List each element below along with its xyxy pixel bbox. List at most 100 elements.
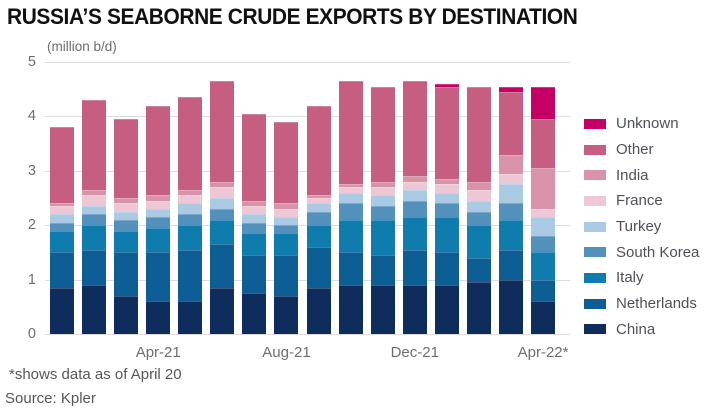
bar-segment-italy [82,225,107,250]
bar-segment-france [114,203,139,212]
bar-segment-other [210,81,235,182]
y-tick-label-1: 1 [27,271,36,288]
bar-segment-china [338,285,363,334]
bar-segment-china [114,295,139,334]
bar-segment-turkey [210,198,235,209]
bar-Mar-22 [498,86,523,334]
legend-label: South Korea [616,243,700,261]
bar-segment-netherlands [242,255,267,294]
bar-segment-netherlands [402,249,427,286]
legend-item-france: France [584,188,699,214]
legend-swatch-icon [584,170,606,181]
footnote: *shows data as of April 20 [9,366,182,383]
bar-segment-china [274,295,299,334]
bar-segment-netherlands [178,249,203,302]
bar-segment-south-korea [146,217,171,228]
bar-segment-china [466,282,491,334]
bar-segment-italy [434,217,459,253]
legend-label: Netherlands [616,295,697,313]
legend-label: Turkey [616,218,662,236]
bar-segment-netherlands [466,257,491,283]
bar-Jul-21 [242,113,267,334]
bar-segment-unknown [434,83,459,87]
bar-Mar-21 [114,119,139,334]
legend: Unknown Other India France Turkey South Korea… [584,111,699,342]
bar-segment-other [146,105,171,196]
bar-segment-other [338,81,363,185]
bar-segment-turkey [338,192,363,204]
bar-Apr-22* [531,86,556,334]
bar-segment-other [306,105,331,196]
bar-segment-netherlands [274,255,299,296]
legend-item-china: China [584,317,699,343]
bar-segment-italy [466,225,491,258]
bar-May-21 [178,97,203,334]
bar-segment-other [531,119,556,169]
legend-swatch-icon [584,118,606,129]
bar-segment-turkey [50,214,74,223]
bar-segment-turkey [402,189,427,201]
page-title: RUSSIA’S SEABORNE CRUDE EXPORTS BY DESTI… [7,4,578,29]
bar-Aug-21 [274,121,299,334]
bar-segment-netherlands [114,252,139,296]
bar-segment-other [242,113,267,201]
bar-segment-south-korea [434,203,459,218]
bar-segment-italy [242,233,267,256]
plot-area [45,62,570,335]
bar-segment-netherlands [498,249,523,280]
bar-segment-china [82,285,107,334]
bar-segment-turkey [146,208,171,218]
y-tick-label-0: 0 [27,326,36,342]
legend-swatch-icon [584,298,606,309]
bar-segment-india [531,168,556,209]
bar-segment-netherlands [82,249,107,286]
bar-segment-turkey [434,192,459,204]
bar-segment-china [498,279,523,334]
bar-segment-other [50,127,74,204]
legend-label: China [616,320,656,338]
bar-segment-turkey [274,217,299,226]
bar-segment-india [466,181,491,190]
bar-segment-china [50,287,74,334]
bar-segment-other [114,119,139,199]
bar-segment-france [434,184,459,193]
bar-segment-turkey [178,203,203,215]
y-tick-label-2: 2 [27,217,36,234]
bar-segment-france [402,181,427,190]
bar-segment-other [466,86,491,182]
legend-label: India [616,166,649,184]
bar-segment-unknown [498,86,523,92]
bar-Jan-22 [434,83,459,334]
bar-segment-netherlands [531,279,556,302]
bar-segment-netherlands [146,252,171,302]
bar-segment-unknown [531,86,556,120]
x-tick-label-Aug-21: Aug-21 [262,344,311,361]
bar-segment-other [178,97,203,190]
bar-segment-china [402,285,427,334]
bar-segment-south-korea [210,208,235,220]
legend-item-other: Other [584,137,699,163]
bar-segment-south-korea [306,211,331,226]
bar-Oct-21 [338,81,363,334]
bar-segment-other [274,121,299,204]
legend-label: France [616,192,663,210]
bar-segment-netherlands [434,252,459,286]
y-tick-label-5: 5 [27,54,36,70]
bar-segment-france [466,189,491,201]
bar-segment-india [402,176,427,182]
bar-Feb-22 [466,86,491,334]
bar-segment-china [370,285,395,334]
bar-segment-turkey [242,214,267,223]
bar-segment-china [434,285,459,334]
bar-segment-india [50,203,74,207]
bar-segment-italy [210,219,235,245]
bar-segment-south-korea [114,219,139,231]
bar-segment-italy [274,233,299,256]
bar-segment-france [242,206,267,215]
legend-swatch-icon [584,247,606,258]
bar-segment-italy [178,225,203,250]
bar-segment-netherlands [338,252,363,286]
bar-segment-south-korea [50,222,74,231]
legend-item-netherlands: Netherlands [584,291,699,317]
